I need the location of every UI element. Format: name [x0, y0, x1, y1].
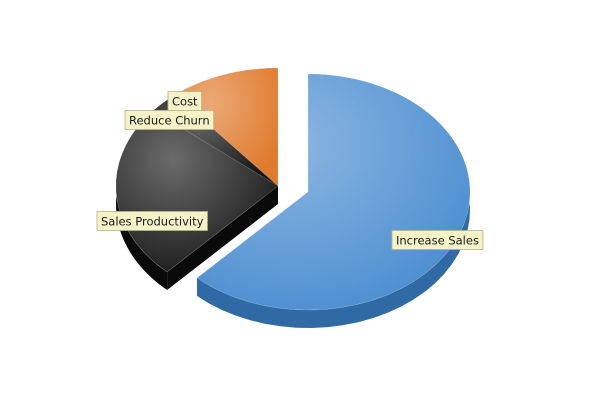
- data-label-box-sales-productivity: [96, 211, 208, 231]
- labels-layer: Increase Sales Sales Productivity Reduce C…: [96, 91, 484, 250]
- data-label-text-sales-productivity: Sales Productivity: [101, 215, 204, 229]
- slice-increase-sales[interactable]: [196, 73, 471, 328]
- data-label-box-increase-sales: [391, 230, 484, 250]
- data-label-text-reduce-churn: Reduce Churn: [129, 114, 210, 128]
- data-label-box-cost: [167, 91, 202, 111]
- data-label-text-cost: Cost: [172, 95, 198, 109]
- data-label-increase-sales: Increase Sales: [391, 230, 484, 250]
- data-label-reduce-churn: Reduce Churn: [124, 110, 215, 130]
- data-label-cost: Cost: [167, 91, 202, 111]
- slice-face-sales-productivity-0: [167, 186, 278, 291]
- slice-side-increase-sales: [197, 74, 470, 328]
- data-label-sales-productivity: Sales Productivity: [96, 211, 208, 231]
- data-label-text-increase-sales: Increase Sales: [396, 234, 479, 248]
- slice-sales-productivity[interactable]: [115, 110, 279, 291]
